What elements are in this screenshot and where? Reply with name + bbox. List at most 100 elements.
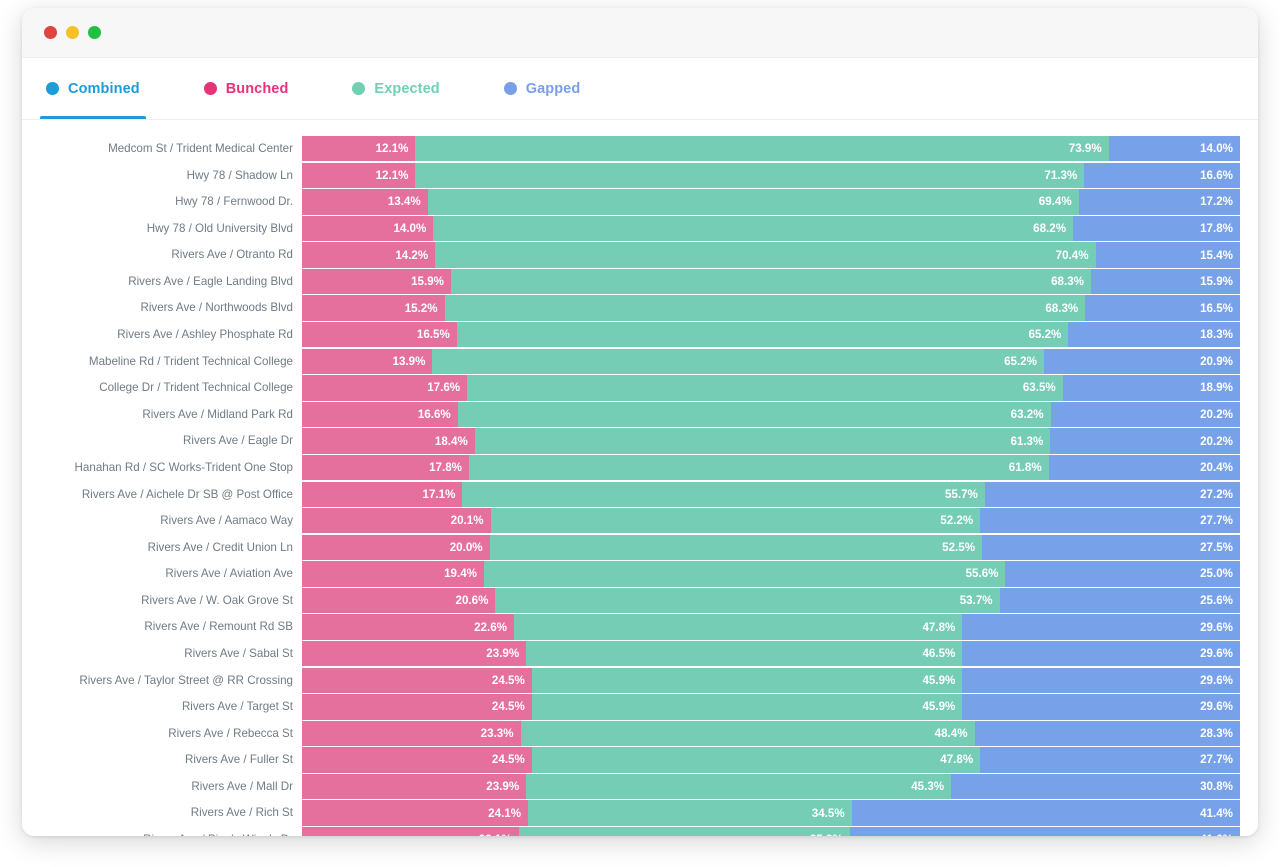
bar-segment-gapped[interactable]: 16.5% [1085,295,1240,321]
bar-segment-expected[interactable]: 45.9% [531,694,963,720]
chart-row[interactable]: Rivers Ave / Piggly Wiggly Dr 23.1% 35.3% 4… [22,827,1258,836]
bar-segment-expected[interactable]: 68.3% [444,295,1086,321]
bar-segment-bunched[interactable]: 23.9% [302,773,527,800]
bar-segment-bunched[interactable]: 16.6% [302,401,458,428]
tab-combined[interactable]: Combined [40,58,146,119]
bar-segment-bunched[interactable]: 14.2% [302,242,436,268]
bar-segment-gapped[interactable]: 17.8% [1073,215,1240,242]
bar-segment-bunched[interactable]: 15.9% [302,268,451,295]
bar-segment-expected[interactable]: 45.3% [526,773,952,800]
bar-segment-expected[interactable]: 55.6% [483,561,1006,587]
chart-row[interactable]: Rivers Ave / Ashley Phosphate Rd 16.5% 65.… [22,322,1258,348]
bar-segment-bunched[interactable]: 24.5% [302,694,532,720]
tab-gapped[interactable]: Gapped [498,58,587,119]
bar-segment-expected[interactable]: 70.4% [435,242,1096,268]
bar-segment-bunched[interactable]: 24.5% [302,667,532,693]
bar-segment-gapped[interactable]: 29.6% [962,667,1240,693]
bar-segment-bunched[interactable]: 16.5% [302,322,457,348]
bar-segment-gapped[interactable]: 41.6% [849,827,1240,836]
bar-segment-expected[interactable]: 45.9% [531,667,963,693]
bar-segment-gapped[interactable]: 30.8% [951,773,1240,800]
bar-segment-bunched[interactable]: 13.4% [302,189,428,215]
chart-row[interactable]: Hwy 78 / Fernwood Dr. 13.4% 69.4% 17.2% [22,189,1258,215]
bar-segment-gapped[interactable]: 20.4% [1048,454,1240,481]
bar-segment-expected[interactable]: 47.8% [513,614,963,640]
chart-row[interactable]: Rivers Ave / Otranto Rd 14.2% 70.4% 15.4% [22,242,1258,268]
bar-segment-bunched[interactable]: 19.4% [302,561,484,587]
chart-row[interactable]: Rivers Ave / Midland Park Rd 16.6% 63.2% 20… [22,401,1258,428]
chart-row[interactable]: Rivers Ave / Eagle Landing Blvd 15.9% 68.3… [22,268,1258,295]
bar-segment-gapped[interactable]: 28.3% [974,720,1240,747]
minimize-window-button[interactable] [66,26,79,39]
bar-segment-bunched[interactable]: 23.3% [302,720,521,747]
chart-row[interactable]: Mabeline Rd / Trident Technical College 1… [22,348,1258,375]
bar-segment-bunched[interactable]: 22.6% [302,614,514,640]
bar-segment-bunched[interactable]: 24.1% [302,800,529,826]
bar-segment-gapped[interactable]: 29.6% [962,694,1240,720]
chart-row[interactable]: Rivers Ave / Rebecca St 23.3% 48.4% 28.3% [22,720,1258,747]
chart-row[interactable]: Hanahan Rd / SC Works-Trident One Stop 17… [22,454,1258,481]
chart-row[interactable]: Rivers Ave / Sabal St 23.9% 46.5% 29.6% [22,640,1258,667]
chart-row[interactable]: Rivers Ave / Remount Rd SB 22.6% 47.8% 29.6… [22,614,1258,640]
bar-segment-gapped[interactable]: 20.9% [1043,348,1240,375]
bar-segment-gapped[interactable]: 20.2% [1050,401,1240,428]
bar-segment-gapped[interactable]: 29.6% [962,640,1240,667]
bar-segment-gapped[interactable]: 14.0% [1108,136,1240,162]
bar-segment-bunched[interactable]: 17.8% [302,454,469,481]
chart-row[interactable]: Rivers Ave / Aamaco Way 20.1% 52.2% 27.7% [22,508,1258,534]
bar-segment-bunched[interactable]: 13.9% [302,348,433,375]
bar-segment-gapped[interactable]: 27.2% [984,481,1240,507]
chart-row[interactable]: Rivers Ave / Rich St 24.1% 34.5% 41.4% [22,800,1258,826]
bar-segment-expected[interactable]: 61.8% [468,454,1049,481]
bar-segment-gapped[interactable]: 18.9% [1062,375,1240,401]
bar-segment-expected[interactable]: 55.7% [462,481,985,507]
bar-segment-expected[interactable]: 48.4% [520,720,975,747]
bar-segment-gapped[interactable]: 17.2% [1078,189,1240,215]
bar-segment-bunched[interactable]: 24.5% [302,747,532,773]
bar-segment-expected[interactable]: 47.8% [531,747,981,773]
chart-row[interactable]: College Dr / Trident Technical College 17… [22,375,1258,401]
bar-segment-bunched[interactable]: 15.2% [302,295,445,321]
chart-row[interactable]: Rivers Ave / Northwoods Blvd 15.2% 68.3% 16… [22,295,1258,321]
maximize-window-button[interactable] [88,26,101,39]
bar-segment-gapped[interactable]: 25.6% [999,587,1240,614]
bar-segment-bunched[interactable]: 23.1% [302,827,519,836]
bar-segment-bunched[interactable]: 20.0% [302,534,490,561]
bar-segment-expected[interactable]: 69.4% [427,189,1079,215]
bar-segment-gapped[interactable]: 16.6% [1084,162,1240,188]
bar-segment-expected[interactable]: 65.2% [456,322,1069,348]
bar-segment-bunched[interactable]: 17.1% [302,481,463,507]
bar-segment-bunched[interactable]: 20.1% [302,508,491,534]
chart-row[interactable]: Rivers Ave / Mall Dr 23.9% 45.3% 30.8% [22,773,1258,800]
chart-row[interactable]: Rivers Ave / Aichele Dr SB @ Post Office… [22,481,1258,507]
bar-segment-expected[interactable]: 34.5% [528,800,852,826]
tab-bunched[interactable]: Bunched [198,58,295,119]
chart-row[interactable]: Rivers Ave / Taylor Street @ RR Crossing… [22,667,1258,693]
bar-segment-expected[interactable]: 46.5% [526,640,963,667]
bar-segment-gapped[interactable]: 20.2% [1050,428,1240,454]
bar-segment-gapped[interactable]: 25.0% [1005,561,1240,587]
bar-segment-bunched[interactable]: 14.0% [302,215,434,242]
bar-segment-bunched[interactable]: 23.9% [302,640,527,667]
bar-segment-expected[interactable]: 52.2% [490,508,981,534]
bar-segment-bunched[interactable]: 12.1% [302,162,416,188]
bar-segment-bunched[interactable]: 12.1% [302,136,416,162]
bar-segment-gapped[interactable]: 15.9% [1090,268,1240,295]
bar-segment-bunched[interactable]: 18.4% [302,428,475,454]
bar-segment-bunched[interactable]: 17.6% [302,375,468,401]
chart-row[interactable]: Rivers Ave / W. Oak Grove St 20.6% 53.7% 25… [22,587,1258,614]
bar-segment-expected[interactable]: 73.9% [415,136,1109,162]
chart-row[interactable]: Rivers Ave / Aviation Ave 19.4% 55.6% 25.0% [22,561,1258,587]
bar-segment-expected[interactable]: 63.2% [457,401,1051,428]
bar-segment-gapped[interactable]: 27.5% [982,534,1240,561]
bar-segment-expected[interactable]: 68.3% [450,268,1091,295]
bar-segment-gapped[interactable]: 29.6% [962,614,1240,640]
bar-segment-expected[interactable]: 61.3% [474,428,1051,454]
bar-segment-expected[interactable]: 53.7% [495,587,1000,614]
bar-segment-gapped[interactable]: 27.7% [980,747,1240,773]
bar-segment-expected[interactable]: 65.2% [432,348,1044,375]
bar-segment-gapped[interactable]: 27.7% [980,508,1240,534]
bar-segment-gapped[interactable]: 41.4% [851,800,1240,826]
bar-segment-expected[interactable]: 71.3% [415,162,1085,188]
chart-row[interactable]: Medcom St / Trident Medical Center 12.1% 7… [22,136,1258,162]
